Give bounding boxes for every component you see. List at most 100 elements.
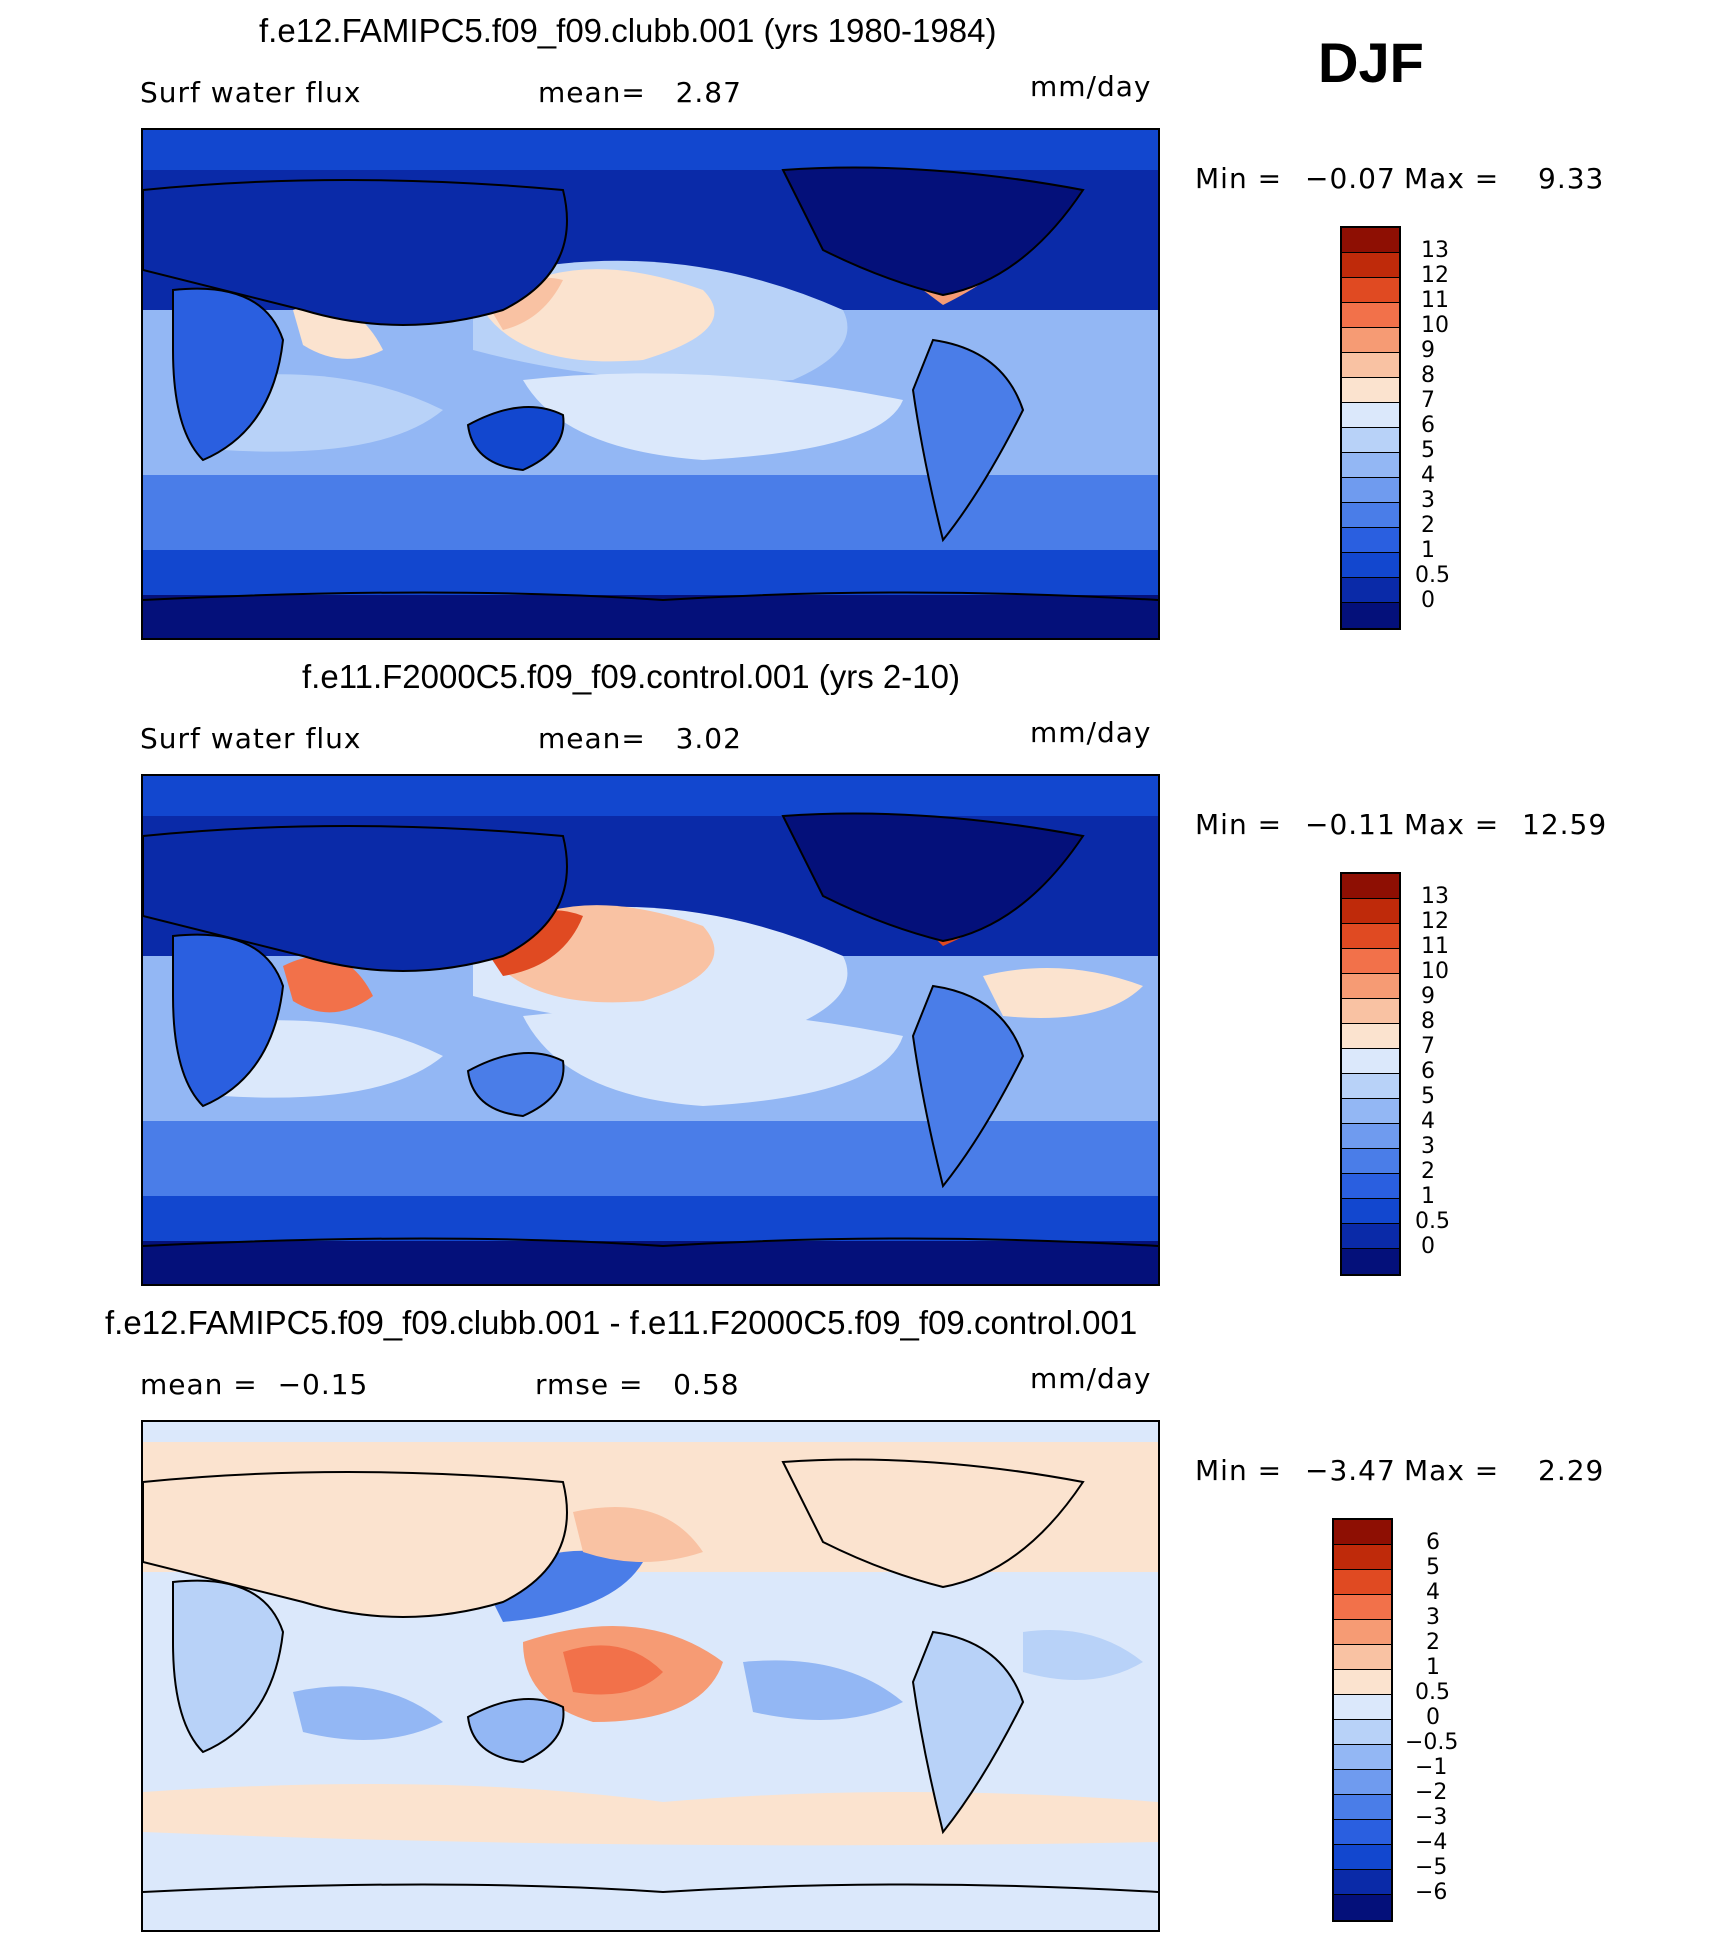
- panel2-level-label: 12: [1421, 909, 1449, 934]
- colorbar-swatch: [1342, 453, 1399, 478]
- panel1-level-label: 12: [1421, 263, 1449, 288]
- panel1-level-label: 10: [1421, 313, 1449, 338]
- colorbar-swatch: [1334, 1595, 1391, 1620]
- panel1-level-label: 11: [1421, 288, 1449, 313]
- antarctic-band: [143, 595, 1158, 638]
- panel1-map: [141, 128, 1160, 640]
- panel2-units: mm/day: [1030, 716, 1152, 749]
- season-label: DJF: [1318, 31, 1424, 94]
- colorbar-swatch: [1342, 924, 1399, 949]
- panel1-level-label: 6: [1421, 413, 1435, 438]
- panel2-variable: Surf water flux: [140, 722, 362, 755]
- africa: [172, 1579, 285, 1754]
- panel2-level-label: 9: [1421, 984, 1435, 1009]
- panel3-map-svg: [143, 1422, 1158, 1930]
- panel2-level-label: 11: [1421, 934, 1449, 959]
- colorbar-swatch: [1342, 1124, 1399, 1149]
- panel3-colorbar: [1332, 1518, 1393, 1922]
- north-america: [781, 1458, 1085, 1589]
- north-america: [781, 812, 1085, 943]
- panel3-level-label: 5: [1426, 1555, 1440, 1580]
- africa: [172, 933, 285, 1108]
- panel2-level-label: 13: [1421, 884, 1449, 909]
- panel1-level-label: 2: [1421, 513, 1435, 538]
- colorbar-swatch: [1342, 403, 1399, 428]
- colorbar-swatch: [1334, 1670, 1391, 1695]
- panel3-min-label: Min =: [1195, 1454, 1283, 1487]
- south-america: [911, 338, 1025, 543]
- colorbar-swatch: [1342, 303, 1399, 328]
- north-pacific-positive: [573, 1507, 703, 1562]
- colorbar-swatch: [1334, 1795, 1391, 1820]
- panel1-units: mm/day: [1030, 70, 1152, 103]
- panel3-level-label: 3: [1426, 1605, 1440, 1630]
- south-america: [911, 1630, 1025, 1835]
- panel1-colorbar: [1340, 226, 1401, 630]
- panel1-variable: Surf water flux: [140, 76, 362, 109]
- panel2-level-label: 3: [1421, 1134, 1435, 1159]
- panel3-title: f.e12.FAMIPC5.f09_f09.clubb.001 - f.e11.…: [105, 1304, 1138, 1341]
- australia: [466, 1698, 565, 1764]
- panel2-level-label: 7: [1421, 1034, 1435, 1059]
- warm-pool-core: [563, 1645, 663, 1695]
- panel2-colorbar: [1340, 872, 1401, 1276]
- panel1-level-label: 0: [1421, 588, 1435, 613]
- colorbar-swatch: [1334, 1720, 1391, 1745]
- south-pacific-zone: [523, 1009, 903, 1106]
- panel1-level-label: 5: [1421, 438, 1435, 463]
- colorbar-swatch: [1342, 553, 1399, 578]
- panel2-level-label: 1: [1421, 1184, 1435, 1209]
- colorbar-swatch: [1342, 503, 1399, 528]
- colorbar-swatch: [1334, 1745, 1391, 1770]
- panel2-mean: mean= 3.02: [538, 722, 742, 755]
- colorbar-swatch: [1342, 1149, 1399, 1174]
- colorbar-swatch: [1342, 528, 1399, 553]
- panel3-level-label: 0.5: [1415, 1680, 1450, 1705]
- eurasia: [143, 1471, 568, 1618]
- southern-ocean-band: [143, 550, 1158, 600]
- colorbar-swatch: [1334, 1770, 1391, 1795]
- panel3-min-value: −3.47: [1305, 1454, 1396, 1487]
- colorbar-swatch: [1342, 1174, 1399, 1199]
- panel1-max-label: Max =: [1404, 162, 1500, 195]
- colorbar-swatch: [1342, 603, 1399, 628]
- eurasia: [143, 825, 568, 972]
- colorbar-swatch: [1342, 874, 1399, 899]
- australia: [466, 1052, 565, 1118]
- panel2-level-label: 6: [1421, 1059, 1435, 1084]
- panel1-level-label: 7: [1421, 388, 1435, 413]
- panel3-level-label: 1: [1426, 1655, 1440, 1680]
- colorbar-swatch: [1342, 1099, 1399, 1124]
- south-pacific-deficit: [743, 1660, 903, 1720]
- panel3-max-label: Max =: [1404, 1454, 1500, 1487]
- colorbar-swatch: [1342, 1024, 1399, 1049]
- atlantic-deficit: [1023, 1630, 1143, 1680]
- panel1-map-svg: [143, 130, 1158, 638]
- panel3-units: mm/day: [1030, 1362, 1152, 1395]
- antarctica-coast: [143, 591, 1158, 602]
- southern-band: [143, 475, 1158, 555]
- colorbar-swatch: [1334, 1820, 1391, 1845]
- panel2-max-label: Max =: [1404, 808, 1500, 841]
- colorbar-swatch: [1342, 974, 1399, 999]
- colorbar-swatch: [1342, 278, 1399, 303]
- colorbar-swatch: [1334, 1895, 1391, 1920]
- panel3-level-label: 4: [1426, 1580, 1440, 1605]
- panel1-min-value: −0.07: [1305, 162, 1396, 195]
- arabian-sea: [283, 956, 373, 1013]
- panel3-level-label: −6: [1415, 1880, 1448, 1905]
- panel3-level-label: −4: [1415, 1830, 1448, 1855]
- antarctica-coast: [143, 1883, 1158, 1894]
- australia: [466, 406, 565, 472]
- colorbar-swatch: [1342, 378, 1399, 403]
- panel2-level-label: 4: [1421, 1109, 1435, 1134]
- panel2-map: [141, 774, 1160, 1286]
- colorbar-swatch: [1334, 1545, 1391, 1570]
- south-america: [911, 984, 1025, 1189]
- tropical-atlantic: [983, 968, 1143, 1018]
- colorbar-swatch: [1342, 899, 1399, 924]
- colorbar-swatch: [1334, 1845, 1391, 1870]
- colorbar-swatch: [1342, 1049, 1399, 1074]
- southern-band: [143, 1121, 1158, 1201]
- colorbar-swatch: [1342, 1074, 1399, 1099]
